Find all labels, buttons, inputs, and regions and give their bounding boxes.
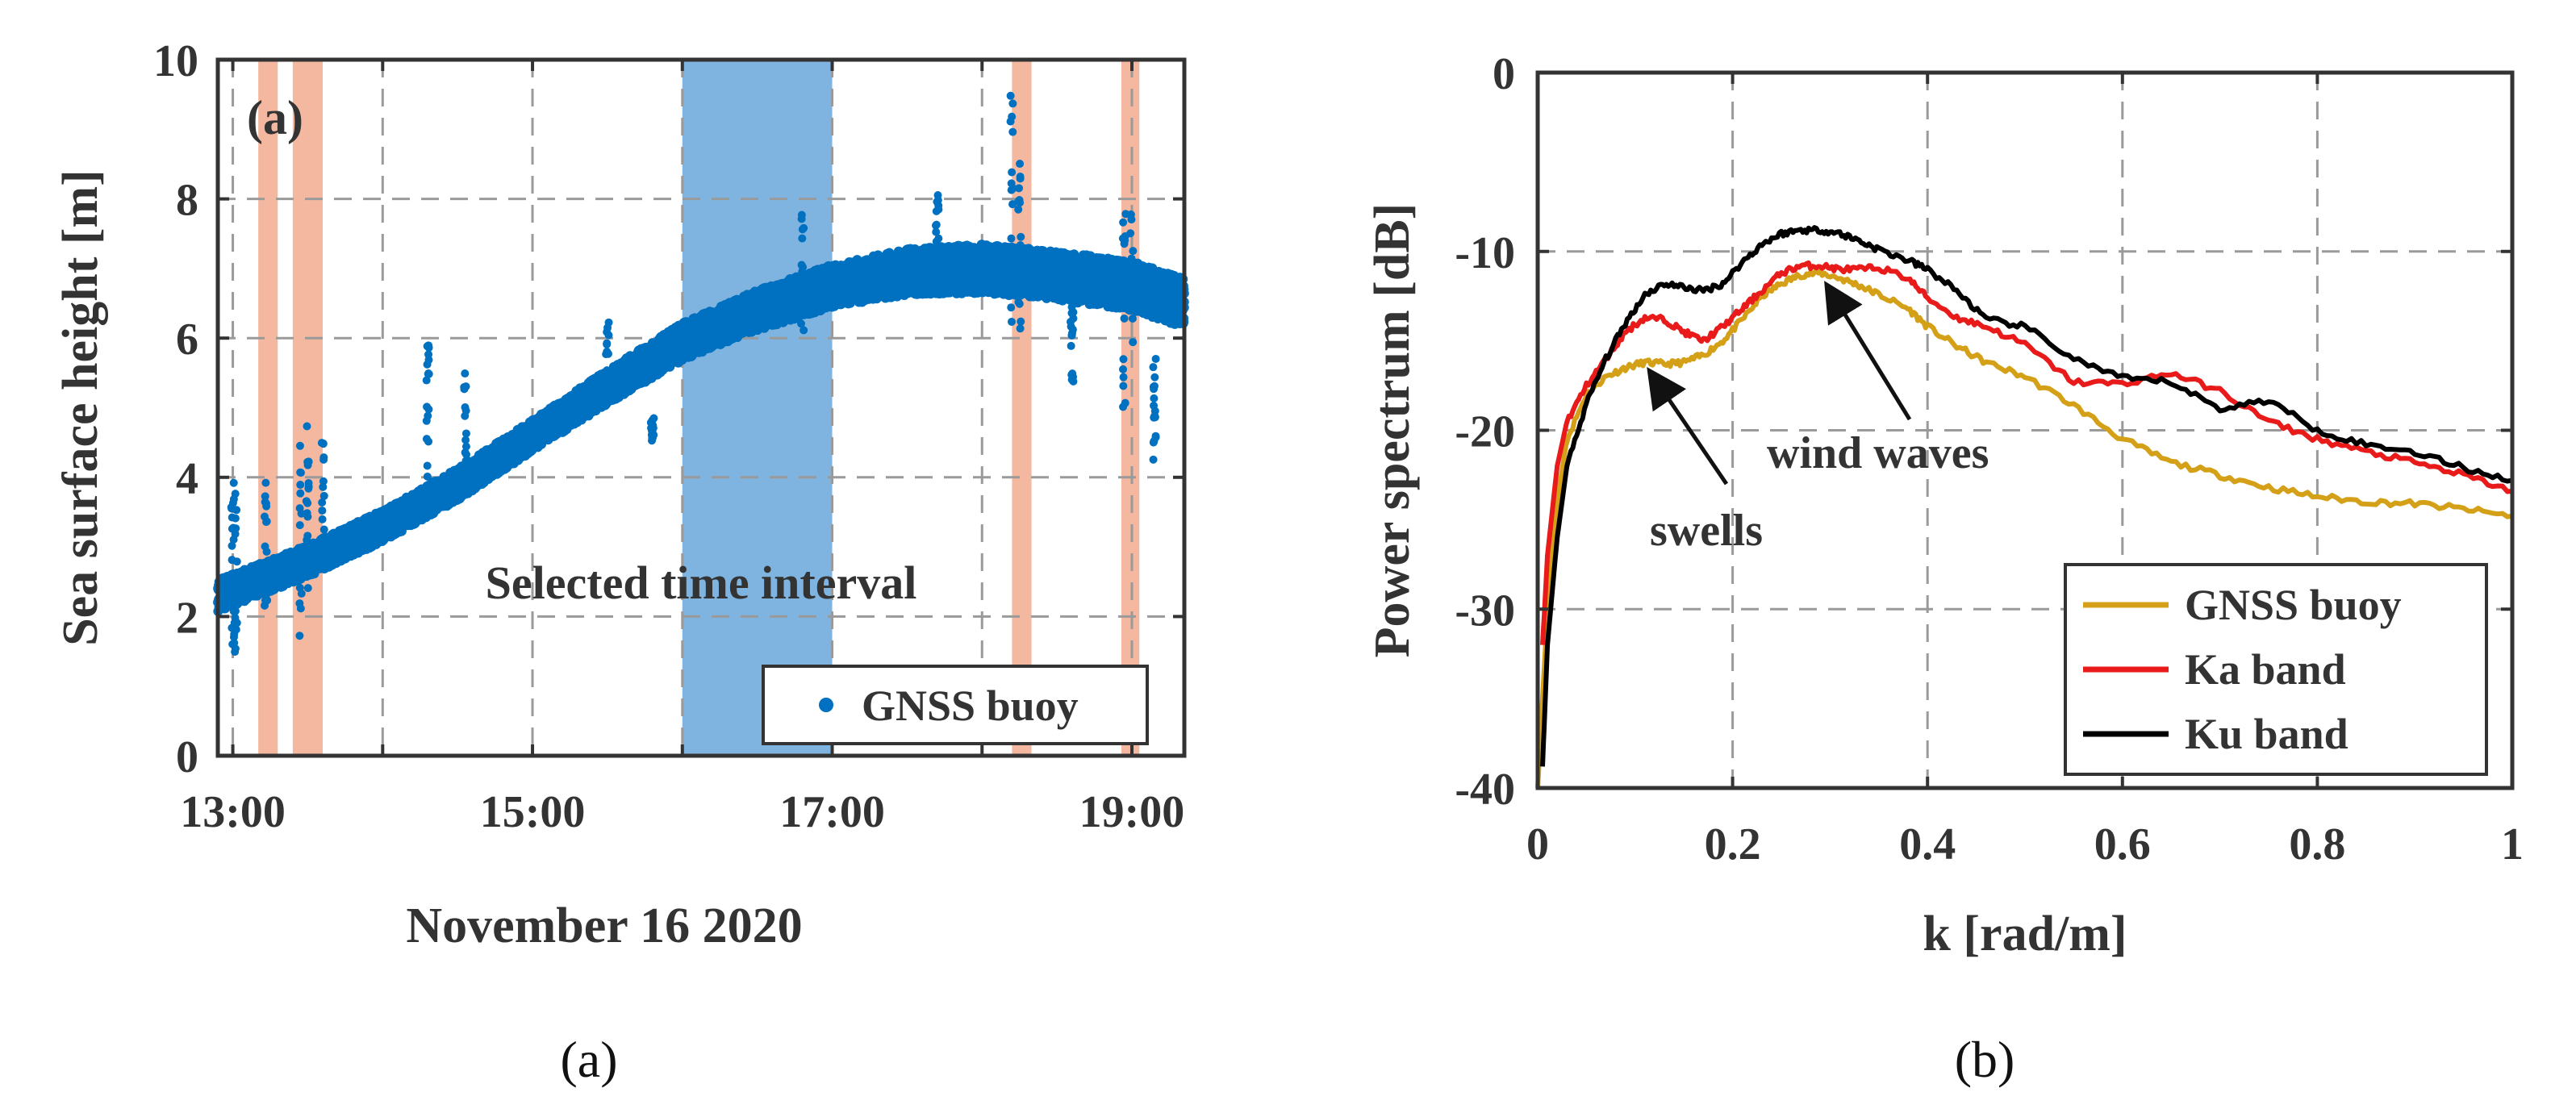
excluded-interval-band	[292, 60, 324, 756]
selected-interval-band	[682, 60, 833, 756]
excluded-interval-band	[258, 60, 278, 756]
selected-interval	[682, 60, 833, 756]
excluded-intervals	[258, 60, 1140, 756]
panel-a-gridlines	[218, 60, 1184, 756]
gnss-buoy-points	[213, 91, 1189, 657]
